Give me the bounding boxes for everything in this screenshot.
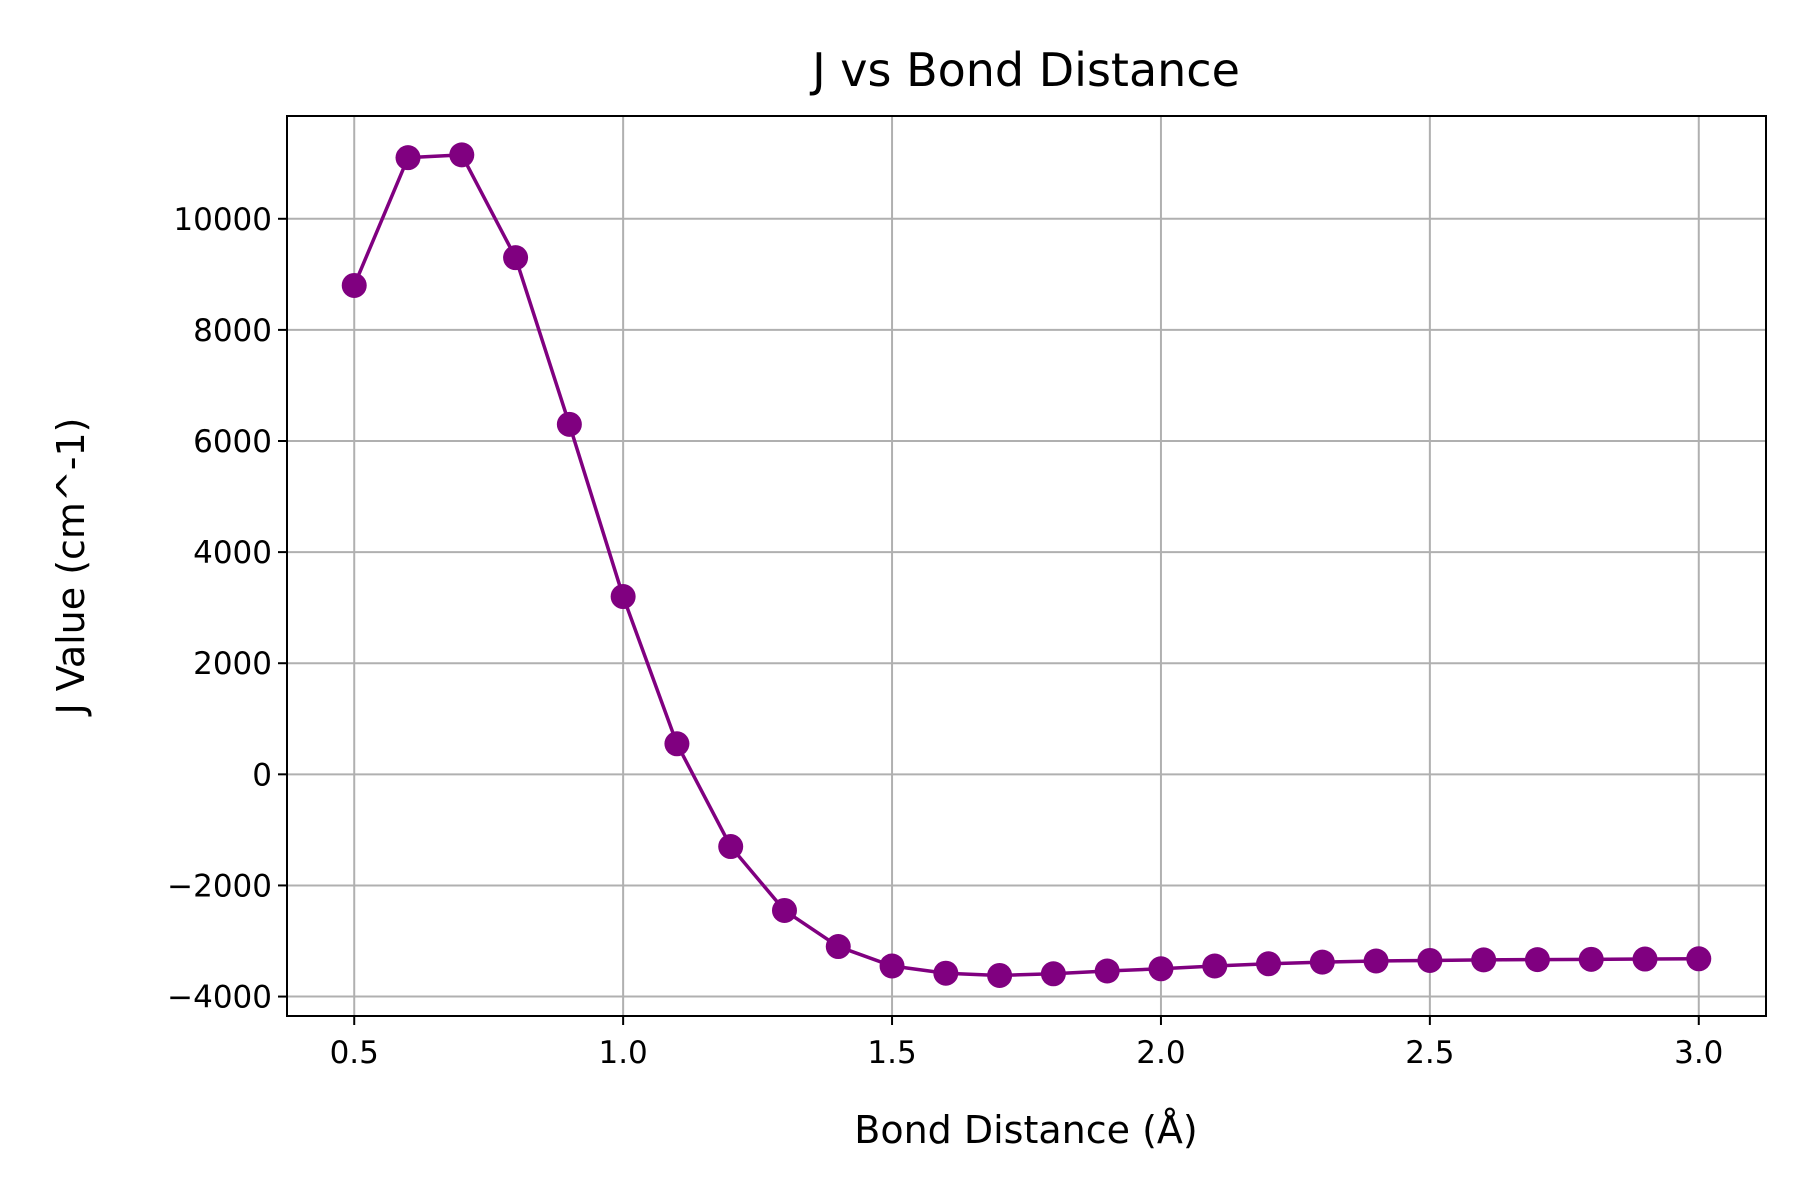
data-point — [1309, 949, 1335, 975]
series-layer — [341, 142, 1712, 988]
x-tick-label: 3.0 — [1674, 1035, 1723, 1071]
y-tick-label: 10000 — [173, 202, 272, 238]
data-point — [1632, 946, 1658, 972]
data-point — [987, 962, 1013, 988]
data-point — [1256, 951, 1282, 977]
data-point — [395, 145, 421, 171]
data-point — [1363, 948, 1389, 974]
data-point — [1094, 958, 1120, 984]
data-point — [933, 960, 959, 986]
data-point — [503, 245, 529, 271]
y-axis-title: J Value (cm^-1) — [49, 417, 93, 716]
data-point — [1686, 946, 1712, 972]
series-line — [352, 153, 1699, 978]
y-tick-label: 4000 — [193, 535, 272, 571]
x-tick-label: 2.0 — [1136, 1035, 1185, 1071]
data-point — [664, 731, 690, 757]
y-tick-label: 6000 — [193, 424, 272, 460]
x-tick-label: 1.0 — [598, 1035, 647, 1071]
data-point — [610, 584, 636, 610]
x-tick-label: 2.5 — [1405, 1035, 1454, 1071]
y-tick-label: 0 — [252, 757, 272, 793]
y-tick-label: 2000 — [193, 646, 272, 682]
data-point — [825, 934, 851, 960]
x-tick-label: 1.5 — [867, 1035, 916, 1071]
y-tick-label: −2000 — [167, 868, 272, 904]
tick-layer: 0.5 1.0 1.5 2.0 2.5 3.0 −4000 −2000 0 2000 4000 600… — [167, 202, 1723, 1071]
data-point — [1202, 953, 1228, 979]
data-point — [1524, 947, 1550, 973]
x-tick-label: 0.5 — [330, 1035, 379, 1071]
grid-layer — [287, 116, 1766, 1016]
data-point — [449, 142, 475, 168]
chart-title: J vs Bond Distance — [809, 43, 1240, 97]
data-point — [1040, 961, 1066, 987]
plot-frame — [286, 115, 1767, 1017]
data-point — [341, 272, 367, 298]
data-point — [1417, 947, 1443, 973]
x-axis-title: Bond Distance (Å) — [854, 1108, 1197, 1152]
data-point — [556, 411, 582, 437]
data-point — [1471, 947, 1497, 973]
data-point — [771, 897, 797, 923]
data-point — [879, 953, 905, 979]
y-tick-label: 8000 — [193, 313, 272, 349]
data-point — [1148, 956, 1174, 982]
y-tick-label: −4000 — [167, 980, 272, 1016]
data-point — [1578, 946, 1604, 972]
data-point — [718, 834, 744, 860]
